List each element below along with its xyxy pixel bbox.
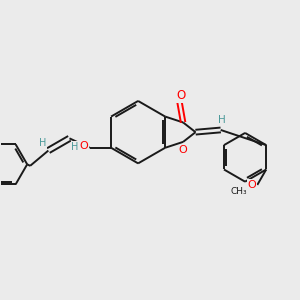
Text: H: H	[218, 116, 226, 125]
Text: CH₃: CH₃	[230, 187, 247, 196]
Text: H: H	[39, 138, 47, 148]
Text: O: O	[176, 89, 186, 102]
Text: H: H	[71, 142, 79, 152]
Text: O: O	[248, 180, 256, 190]
Text: O: O	[179, 145, 188, 155]
Text: O: O	[80, 141, 88, 151]
